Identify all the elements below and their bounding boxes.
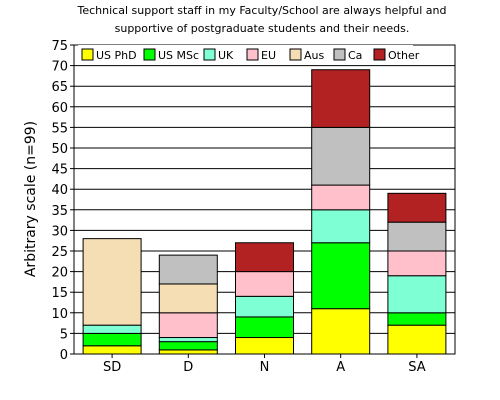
bar-segment-sd-us-phd <box>82 345 142 355</box>
bar-segment-d-ca <box>158 254 218 285</box>
y-tick-label: 10 <box>51 307 68 322</box>
legend-label-uk: UK <box>218 49 234 62</box>
x-tick-label-a: A <box>336 360 345 375</box>
bar-segment-sa-us-phd <box>387 324 447 355</box>
bar-segment-n-other <box>235 242 294 273</box>
legend-swatch-uk <box>203 48 216 61</box>
bar-segment-a-uk <box>311 209 371 244</box>
y-tick-label: 50 <box>51 142 68 157</box>
legend-label-us-phd: US PhD <box>96 49 137 62</box>
bars <box>82 69 447 355</box>
legend-swatch-eu <box>246 48 259 61</box>
bar-segment-d-uk <box>158 337 218 343</box>
legend-swatch-ca <box>333 48 346 61</box>
y-tick-label: 55 <box>51 121 68 136</box>
legend-label-eu: EU <box>261 49 276 62</box>
bar-segment-a-us-msc <box>311 242 371 310</box>
legend-background <box>78 45 413 65</box>
y-tick-label: 30 <box>51 224 68 239</box>
y-tick-label: 25 <box>51 245 68 260</box>
y-tick-label: 60 <box>51 101 68 116</box>
bar-segment-n-uk <box>235 295 294 318</box>
legend-swatch-other <box>373 48 386 61</box>
x-tick-label-sa: SA <box>408 360 425 375</box>
legend-label-ca: Ca <box>348 49 362 62</box>
y-tick-label: 0 <box>60 348 68 363</box>
bar-segment-sa-uk <box>387 275 447 314</box>
legend-label-other: Other <box>388 49 420 62</box>
bar-segment-n-eu <box>235 271 294 297</box>
x-tick-label-n: N <box>260 360 270 375</box>
bar-segment-sa-other <box>387 192 447 223</box>
legend: US PhD US MSc UK EU Aus Ca Other <box>78 45 420 65</box>
bar-segment-d-eu <box>158 312 218 339</box>
bar-segment-n-us-msc <box>235 316 294 339</box>
y-tick-label: 70 <box>51 60 68 75</box>
legend-swatch-us-msc <box>143 48 156 61</box>
y-tick-label: 65 <box>51 80 68 95</box>
bar-segment-a-ca <box>311 126 371 186</box>
bar-segment-sa-eu <box>387 250 447 277</box>
y-axis-label: Arbitrary scale (n=99) <box>23 121 39 277</box>
legend-label-aus: Aus <box>304 49 324 62</box>
y-tick-label: 45 <box>51 163 68 178</box>
legend-label-us-msc: US MSc <box>158 49 199 62</box>
bar-segment-a-us-phd <box>311 308 371 355</box>
bar-segment-sa-ca <box>387 221 447 252</box>
chart-title-line-2: supportive of postgraduate students and … <box>115 22 410 35</box>
y-tick-label: 40 <box>51 183 68 198</box>
y-tick-label: 75 <box>51 39 68 54</box>
x-tick-labels: SD D N A SA <box>103 354 426 375</box>
bar-segment-d-us-msc <box>158 341 218 351</box>
legend-swatch-us-phd <box>81 48 94 61</box>
legend-swatch-aus <box>289 48 302 61</box>
bar-segment-a-other <box>311 69 371 128</box>
y-tick-label: 35 <box>51 204 68 219</box>
bar-segment-d-aus <box>158 283 218 314</box>
x-tick-label-sd: SD <box>103 360 121 375</box>
bar-segment-n-us-phd <box>235 337 294 355</box>
y-tick-label: 15 <box>51 286 68 301</box>
bar-segment-sa-us-msc <box>387 312 447 326</box>
chart-title-line-1: Technical support staff in my Faculty/Sc… <box>77 4 447 17</box>
bar-segment-sd-uk <box>82 324 142 334</box>
bar-segment-sd-aus <box>82 238 142 326</box>
y-tick-label: 5 <box>60 327 68 342</box>
bar-segment-d-us-phd <box>158 349 218 355</box>
x-tick-label-d: D <box>183 360 193 375</box>
bar-segment-sd-us-msc <box>82 332 142 347</box>
bar-segment-a-eu <box>311 184 371 211</box>
y-tick-labels: 0 5 10 15 20 25 30 35 40 45 50 55 60 65 70 75 <box>51 39 74 363</box>
y-tick-label: 20 <box>51 266 68 281</box>
